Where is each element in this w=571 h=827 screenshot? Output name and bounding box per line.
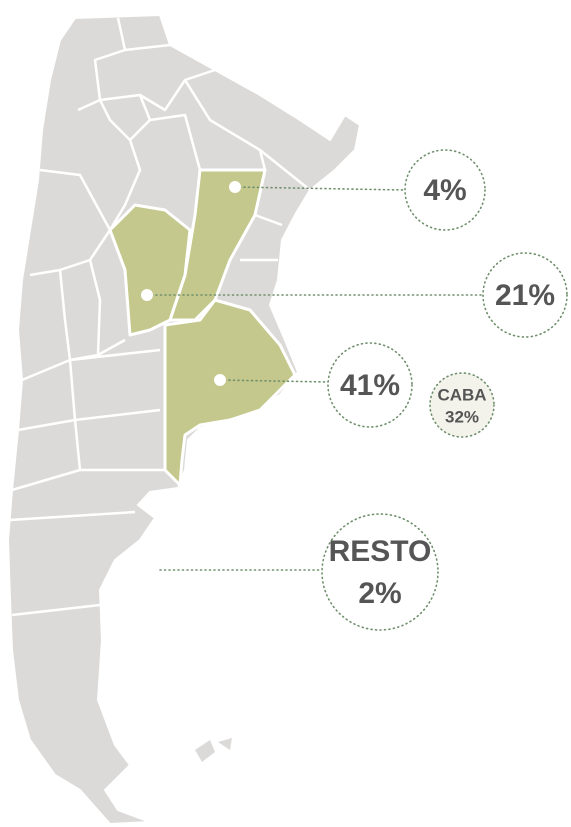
- santa-fe: [168, 168, 267, 322]
- province-borders: [9, 17, 311, 617]
- callout-label: 41%: [340, 369, 400, 402]
- callouts: 4% 21% 41% CABA 32% RESTO 2%: [321, 149, 568, 631]
- connector: [234, 186, 406, 191]
- dot: [229, 181, 241, 193]
- callout-name: CABA: [437, 385, 486, 404]
- callout-ring: [321, 513, 439, 631]
- connectors: [141, 181, 484, 571]
- callout-ring: [404, 149, 486, 231]
- map: [6, 13, 362, 826]
- callout-name: RESTO: [329, 535, 432, 568]
- dot: [141, 289, 153, 301]
- callout-label: 4%: [423, 174, 466, 207]
- dot: [214, 374, 226, 386]
- callout-label: 2%: [358, 577, 401, 610]
- province-borders-east: [240, 213, 283, 262]
- cordoba: [108, 203, 192, 337]
- connector: [219, 379, 329, 383]
- buenos-aires: [163, 298, 297, 487]
- callout-label: 32%: [445, 407, 479, 426]
- callout-label: 21%: [495, 279, 555, 312]
- island: [195, 738, 232, 762]
- callout-ring: [482, 252, 568, 338]
- callout-ring: [429, 372, 495, 438]
- callout-ring: [327, 342, 413, 428]
